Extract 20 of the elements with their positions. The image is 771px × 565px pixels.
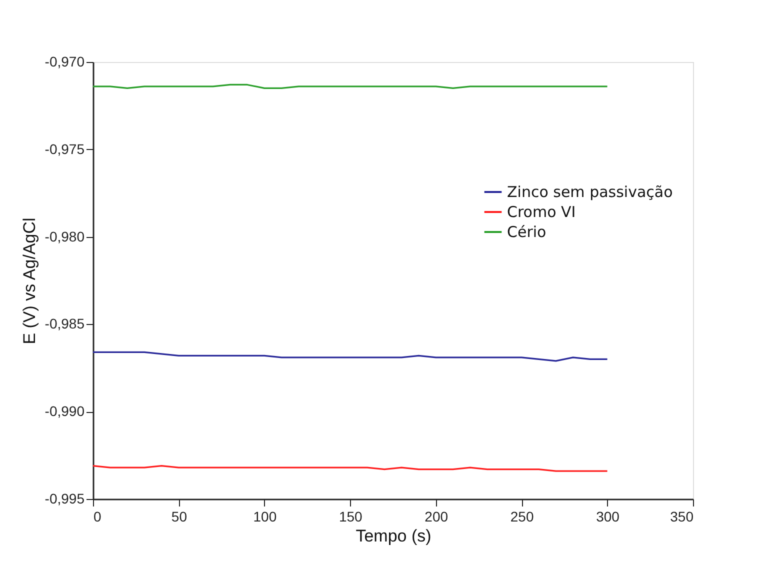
x-tick-label: 150	[338, 508, 363, 524]
x-tick-label: 0	[94, 508, 102, 524]
legend-label: Cromo VI	[507, 203, 576, 221]
y-tick-label: -0,995	[44, 490, 85, 506]
y-axis-title: E (V) vs Ag/AgCl	[20, 218, 39, 344]
legend-label: Zinco sem passivação	[507, 183, 673, 201]
y-tick-label: -0,970	[44, 54, 85, 70]
y-tick-label: -0,975	[44, 140, 85, 157]
x-tick-label: 300	[596, 508, 620, 524]
x-tick-label: 350	[670, 508, 694, 524]
x-axis-title: Tempo (s)	[356, 526, 432, 546]
y-tick-label: -0,985	[44, 316, 85, 332]
x-tick-label: 100	[253, 508, 277, 524]
line-series	[92, 351, 608, 362]
x-tick-label: 250	[510, 508, 534, 524]
legend-label: Cério	[507, 223, 546, 241]
y-tick-label: -0,990	[44, 403, 85, 420]
x-tick-label: 200	[424, 508, 448, 524]
y-tick-label: -0,980	[44, 228, 85, 244]
x-tick-label: 50	[171, 508, 188, 524]
